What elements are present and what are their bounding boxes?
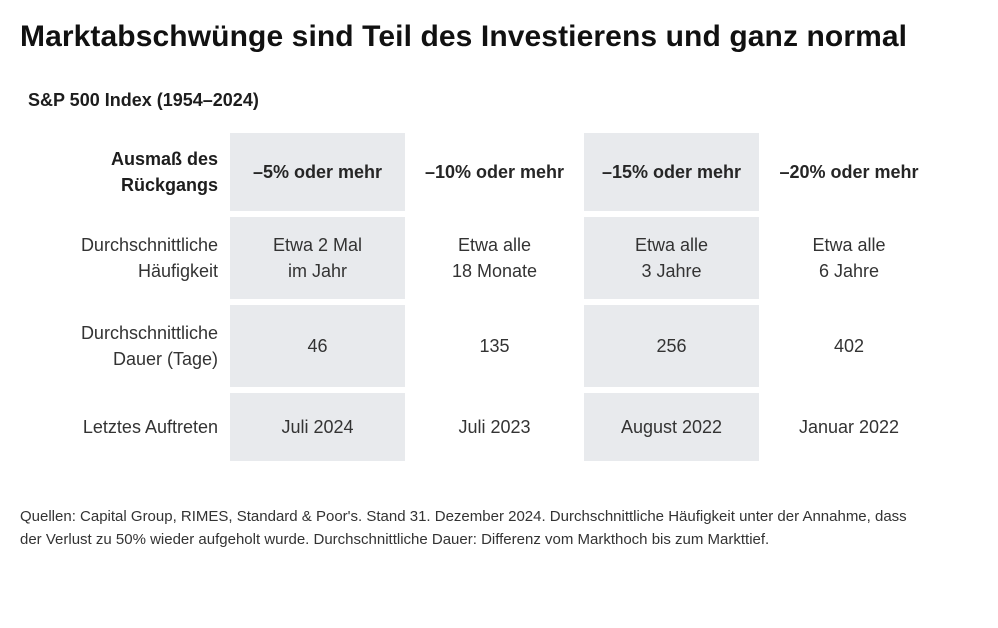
table-cell: 135 <box>479 335 510 356</box>
row-label: Letztes Auftreten <box>82 416 218 437</box>
column-header: –5% oder mehr <box>230 133 405 211</box>
downturn-table: Ausmaß des Rückgangs –5% oder mehr –10% … <box>20 133 974 461</box>
table-cell: Juli 2024 <box>230 393 405 461</box>
page-title: Marktabschwünge sind Teil des Investiere… <box>20 20 908 53</box>
table-cell: Etwa alle 18 Monate <box>451 234 538 281</box>
column-header: –10% oder mehr <box>424 161 565 182</box>
table-cell: Juli 2023 <box>458 416 531 437</box>
corner-label: Ausmaß des Rückgangs <box>110 148 218 195</box>
table-cell: Etwa 2 Mal im Jahr <box>230 217 405 299</box>
table-cell: 256 <box>584 305 759 387</box>
table-cell: 46 <box>230 305 405 387</box>
column-header: –20% oder mehr <box>779 161 919 182</box>
chart-subtitle: S&P 500 Index (1954–2024) <box>28 90 259 110</box>
column-header: –15% oder mehr <box>584 133 759 211</box>
table-cell: Etwa alle 6 Jahre <box>812 234 886 281</box>
row-label: Durchschnittliche Häufigkeit <box>80 234 218 281</box>
table-cell: 402 <box>833 335 865 356</box>
row-label: Durchschnittliche Dauer (Tage) <box>80 322 218 369</box>
table-cell: Januar 2022 <box>798 416 900 437</box>
table-cell: August 2022 <box>584 393 759 461</box>
source-note: Quellen: Capital Group, RIMES, Standard … <box>20 508 907 548</box>
table-cell: Etwa alle 3 Jahre <box>584 217 759 299</box>
